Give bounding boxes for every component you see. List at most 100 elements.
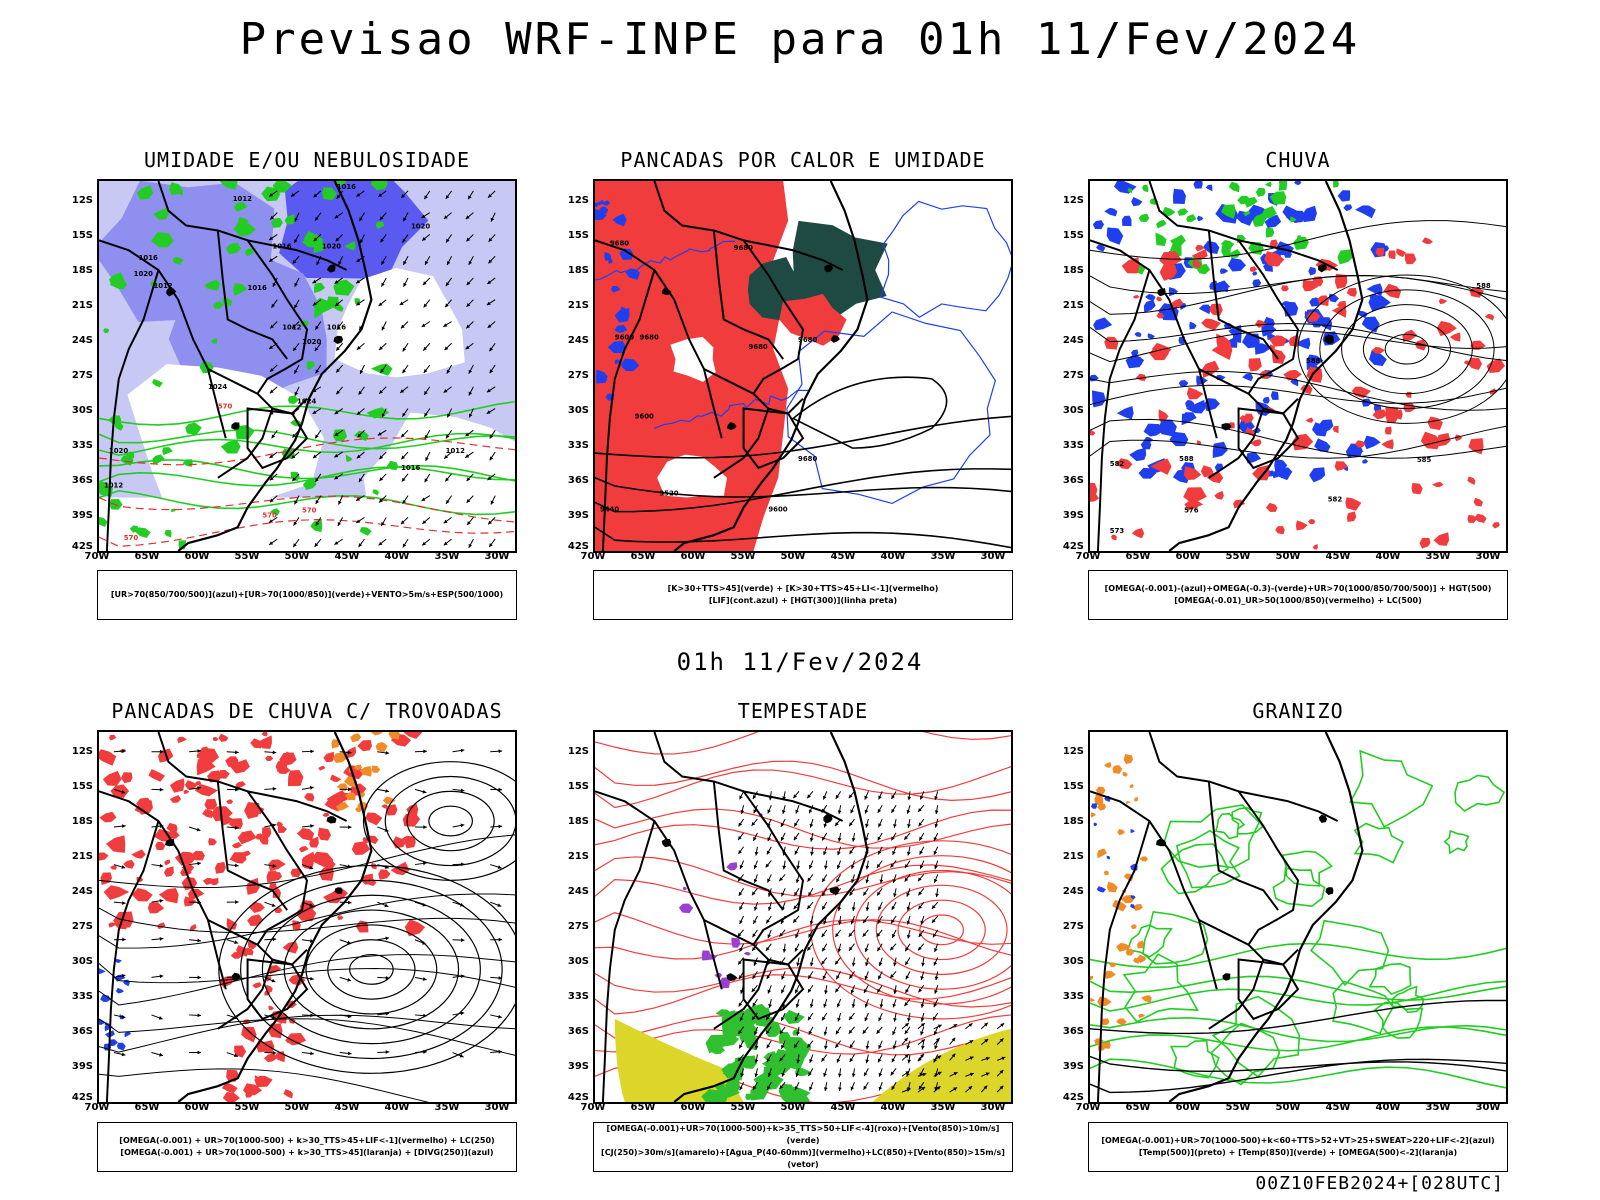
- latitude-label: 24S: [1062, 886, 1084, 897]
- panel-title-chuva: CHUVA: [1265, 148, 1331, 172]
- longitude-label: 55W: [1225, 1102, 1251, 1113]
- contour-label: 1020: [411, 222, 430, 230]
- longitude-label: 70W: [1075, 1102, 1101, 1113]
- contour-label: 9600: [615, 333, 634, 341]
- latitude-label: 24S: [567, 335, 589, 346]
- longitude-label: 60W: [1175, 1102, 1201, 1113]
- contour-label: 9680: [798, 455, 817, 463]
- longitude-label: 60W: [680, 1102, 706, 1113]
- longitude-label: 70W: [84, 1102, 110, 1113]
- latitude-label: 30S: [71, 405, 93, 416]
- latitude-label: 39S: [71, 510, 93, 521]
- contour-label: 1012: [446, 447, 465, 455]
- contour-label: 582: [1110, 460, 1125, 468]
- map-borders: [99, 732, 373, 1102]
- longitude-label: 55W: [730, 551, 756, 562]
- legend-line: [OMEGA(-0.001)-(azul)+OMEGA(-0.3)-(verde…: [1104, 584, 1492, 593]
- latitude-label: 39S: [567, 1061, 589, 1072]
- longitude-label: 55W: [234, 1102, 260, 1113]
- longitude-label: 45W: [1325, 551, 1351, 562]
- longitude-label: 45W: [1325, 1102, 1351, 1113]
- panel-title-trovoadas: PANCADAS DE CHUVA C/ TROVOADAS: [111, 699, 503, 723]
- longitude-label: 50W: [780, 1102, 806, 1113]
- longitude-label: 30W: [980, 1102, 1006, 1113]
- contour-label: 570: [262, 511, 277, 519]
- latitude-label: 36S: [1062, 1026, 1084, 1037]
- longitude-label: 55W: [234, 551, 260, 562]
- contour-label: 9680: [734, 244, 753, 252]
- latitude-label: 21S: [567, 851, 589, 862]
- contour-label: 1016: [327, 323, 346, 331]
- latitude-label: 24S: [71, 886, 93, 897]
- legend-granizo: [OMEGA(-0.001)+UR>70(1000-500)+k<60+TTS>…: [1088, 1122, 1508, 1172]
- isoline-group: [1090, 942, 1506, 1089]
- latitude-label: 27S: [1062, 370, 1084, 381]
- map-tempestade: [593, 730, 1013, 1104]
- longitude-label: 45W: [830, 551, 856, 562]
- longitude-label: 30W: [1475, 551, 1501, 562]
- longitude-label: 50W: [284, 551, 310, 562]
- omega-orange-areas: [1090, 754, 1152, 1051]
- longitude-label: 70W: [1075, 551, 1101, 562]
- longitude-label: 65W: [1125, 1102, 1151, 1113]
- isoline-group: [1090, 999, 1506, 1094]
- contour-label: 570: [302, 506, 317, 514]
- forecast-time-label: 01h 11/Fev/2024: [676, 648, 924, 676]
- longitude-label: 50W: [1275, 1102, 1301, 1113]
- latitude-label: 18S: [567, 816, 589, 827]
- legend-line: [OMEGA(-0.001)+UR>70(1000-500)+k<60+TTS>…: [1101, 1136, 1495, 1145]
- longitude-label: 45W: [830, 1102, 856, 1113]
- latitude-label: 15S: [1062, 230, 1084, 241]
- longitude-label: 70W: [580, 551, 606, 562]
- latitude-label: 33S: [71, 440, 93, 451]
- latitude-label: 12S: [567, 746, 589, 757]
- contour-label: 1016: [272, 242, 291, 250]
- isoline-group: [99, 834, 515, 1102]
- longitude-label: 65W: [134, 551, 160, 562]
- contour-label: 588: [1306, 357, 1321, 365]
- map-pancadas-calor: 9680 9680 9600 9680 9680 9680 9600 9680 9520 9440…: [593, 179, 1013, 553]
- longitude-label: 35W: [1425, 551, 1451, 562]
- latitude-label: 15S: [567, 781, 589, 792]
- longitude-label: 60W: [184, 1102, 210, 1113]
- longitude-label: 65W: [630, 1102, 656, 1113]
- latitude-label: 27S: [71, 370, 93, 381]
- latitude-label: 30S: [1062, 405, 1084, 416]
- latitude-label: 15S: [71, 230, 93, 241]
- legend-line: [Temp(500)](preto) + [Temp(850)](verde) …: [1138, 1148, 1458, 1157]
- latitude-label: 36S: [71, 1026, 93, 1037]
- contour-label: 585: [1417, 456, 1432, 464]
- latitude-label: 42S: [567, 1092, 589, 1103]
- legend-line: [OMEGA(-0.001) + UR>70(1000-500) + k>30_…: [119, 1136, 495, 1145]
- latitude-label: 27S: [567, 370, 589, 381]
- contour-label: 1020: [302, 338, 321, 346]
- latitude-label: 33S: [1062, 991, 1084, 1002]
- latitude-label: 42S: [567, 541, 589, 552]
- legend-tempestade: [OMEGA(-0.001)+UR>70(1000-500)+k>35_TTS>…: [593, 1122, 1013, 1172]
- longitude-label: 60W: [184, 551, 210, 562]
- latitude-label: 33S: [567, 991, 589, 1002]
- map-trovoadas: [97, 730, 517, 1104]
- latitude-label: 12S: [1062, 195, 1084, 206]
- contour-label: 1016: [401, 464, 420, 472]
- latitude-label: 33S: [1062, 440, 1084, 451]
- contour-label: 1020: [322, 242, 341, 250]
- legend-line: [OMEGA(-0.01)_UR>50(1000/850)(vermelho) …: [1174, 596, 1422, 605]
- latitude-label: 36S: [567, 475, 589, 486]
- contour-label: 570: [218, 403, 233, 411]
- legend-line: [UR>70(850/700/500)](azul)+[UR>70(1000/8…: [110, 590, 504, 599]
- latitude-label: 30S: [567, 956, 589, 967]
- longitude-label: 50W: [284, 1102, 310, 1113]
- latitude-label: 21S: [1062, 851, 1084, 862]
- longitude-label: 30W: [484, 1102, 510, 1113]
- longitude-label: 30W: [484, 551, 510, 562]
- latitude-label: 39S: [71, 1061, 93, 1072]
- contour-label: 1012: [153, 282, 172, 290]
- latitude-label: 18S: [1062, 816, 1084, 827]
- latitude-label: 21S: [71, 300, 93, 311]
- longitude-label: 35W: [1425, 1102, 1451, 1113]
- contour-label: 1012: [104, 482, 123, 490]
- latitude-label: 36S: [71, 475, 93, 486]
- map-borders: [1090, 732, 1364, 1102]
- longitude-label: 35W: [434, 1102, 460, 1113]
